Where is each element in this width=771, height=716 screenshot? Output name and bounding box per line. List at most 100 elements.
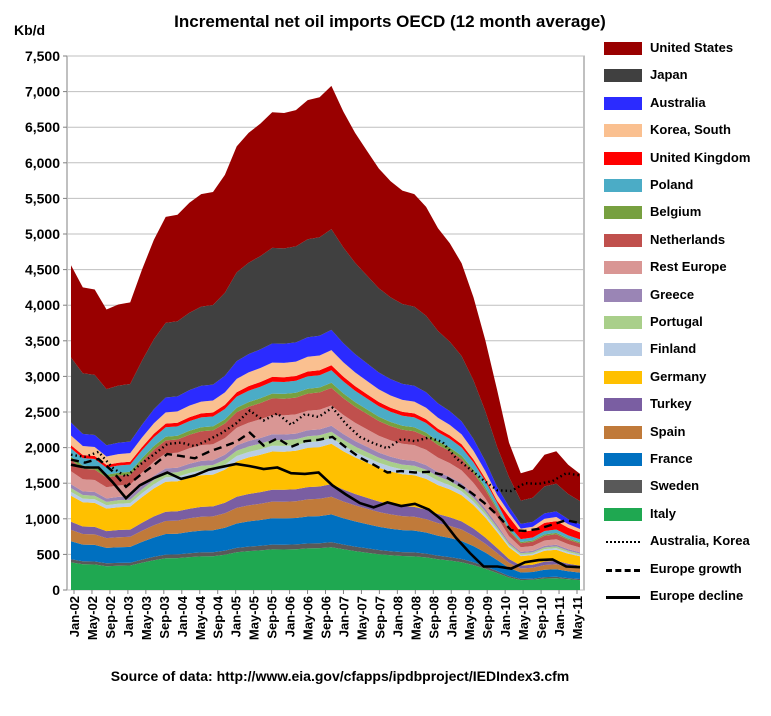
- legend-label: Netherlands: [650, 231, 726, 247]
- x-tick-label: May-02: [85, 596, 100, 640]
- x-tick-label: Jan-05: [229, 596, 244, 637]
- legend-swatch: [604, 233, 642, 247]
- x-tick-label: May-10: [516, 596, 531, 640]
- legend-swatch: [604, 343, 642, 357]
- legend-swatch: [604, 124, 642, 138]
- x-tick-label: Jan-09: [444, 596, 459, 637]
- x-tick-label: Jan-08: [390, 596, 405, 637]
- legend-swatch: [604, 288, 642, 302]
- legend-item: Portugal: [604, 314, 769, 330]
- legend-swatch: [604, 453, 642, 466]
- legend-line-swatch: [606, 568, 640, 572]
- legend-swatch: [604, 316, 642, 329]
- y-tick-label: 2,000: [25, 440, 60, 456]
- legend-label: Europe growth: [650, 560, 742, 576]
- x-tick-label: May-07: [354, 596, 369, 640]
- x-tick-label: Sep-05: [265, 596, 280, 639]
- legend-swatch: [604, 507, 642, 521]
- x-tick-label: Jan-06: [283, 596, 298, 637]
- line-europe-growth: [70, 431, 581, 533]
- area-italy: [71, 547, 580, 590]
- x-tick-label: Jan-10: [498, 596, 513, 637]
- legend-swatch: [604, 206, 642, 220]
- legend-label: Europe decline: [650, 588, 744, 603]
- x-tick-label: Jan-04: [175, 595, 190, 637]
- legend-item: Spain: [604, 424, 769, 440]
- legend-line-swatch: [606, 541, 640, 544]
- legend-item: Europe growth: [604, 561, 769, 577]
- legend-item: United States: [604, 40, 769, 56]
- x-tick-label: May-09: [462, 596, 477, 640]
- legend-label: Turkey: [650, 396, 692, 412]
- x-tick-label: Jan-03: [121, 596, 136, 637]
- area-spain: [71, 496, 580, 573]
- legend-item: Japan: [604, 67, 769, 83]
- legend-item: Poland: [604, 177, 769, 193]
- legend-label: Italy: [650, 505, 677, 521]
- legend-item: Korea, South: [604, 122, 769, 138]
- legend-label: Japan: [650, 67, 688, 83]
- legend-item: Europe decline: [604, 588, 769, 604]
- legend-label: Australia: [650, 94, 706, 110]
- legend-label: Portugal: [650, 314, 703, 329]
- legend-item: Finland: [604, 341, 769, 357]
- area-france: [71, 514, 580, 579]
- y-axis-unit-label: Kb/d: [14, 22, 46, 38]
- legend-item: Australia: [604, 95, 769, 111]
- legend-swatch: [604, 398, 642, 412]
- legend-swatch: [604, 261, 642, 275]
- legend-label: United Kingdom: [650, 149, 751, 165]
- legend-item: Italy: [604, 506, 769, 522]
- legend-label: France: [650, 451, 693, 466]
- source-note: Source of data: http://www.eia.gov/cfapp…: [110, 668, 570, 684]
- legend-label: Sweden: [650, 478, 700, 494]
- legend-swatch: [604, 179, 642, 192]
- legend-swatch: [604, 69, 642, 83]
- legend-label: Rest Europe: [650, 259, 727, 275]
- legend-label: Belgium: [650, 204, 702, 220]
- area-united-states: [71, 85, 580, 502]
- x-tick-label: Jan-11: [552, 596, 567, 636]
- x-tick-label: Jan-02: [67, 596, 82, 637]
- x-tick-label: Sep-09: [480, 596, 495, 639]
- y-tick-label: 1,000: [25, 511, 60, 527]
- x-tick-label: May-06: [301, 596, 316, 640]
- x-tick-label: Sep-03: [157, 596, 172, 639]
- legend-label: Korea, South: [650, 122, 731, 138]
- x-tick-label: Sep-10: [534, 596, 549, 639]
- y-tick-label: 7,500: [25, 48, 60, 64]
- line-europe-decline: [70, 462, 581, 570]
- y-tick-label: 5,500: [25, 190, 60, 206]
- legend-swatch: [604, 370, 642, 384]
- legend-label: Australia, Korea: [650, 533, 750, 549]
- legend-label: Finland: [650, 341, 697, 357]
- y-tick-label: 4,500: [25, 262, 60, 278]
- y-tick-label: 500: [37, 546, 61, 562]
- legend-item: Germany: [604, 369, 769, 385]
- legend-swatch: [604, 96, 642, 110]
- legend-item: Netherlands: [604, 232, 769, 248]
- legend-item: Sweden: [604, 478, 769, 494]
- y-tick-label: 6,500: [25, 119, 60, 135]
- chart-title: Incremental net oil imports OECD (12 mon…: [174, 12, 606, 31]
- legend-item: Rest Europe: [604, 259, 769, 275]
- legend-label: Germany: [650, 368, 707, 384]
- legend-label: Spain: [650, 423, 686, 439]
- legend-item: France: [604, 451, 769, 467]
- y-tick-label: 3,500: [25, 333, 60, 349]
- legend-item: United Kingdom: [604, 150, 769, 166]
- legend-label: United States: [650, 40, 734, 55]
- legend-item: Australia, Korea: [604, 533, 769, 549]
- legend-swatch: [604, 425, 642, 439]
- legend-swatch: [604, 480, 642, 494]
- x-tick-label: Sep-02: [103, 596, 118, 639]
- legend-label: Greece: [650, 286, 695, 302]
- legend-line-swatch: [606, 596, 640, 599]
- y-tick-label: 5,000: [25, 226, 60, 242]
- y-tick-label: 7,000: [25, 84, 60, 100]
- x-tick-label: May-08: [408, 596, 423, 640]
- x-tick-label: Sep-04: [211, 595, 226, 638]
- y-tick-label: 4,000: [25, 297, 60, 313]
